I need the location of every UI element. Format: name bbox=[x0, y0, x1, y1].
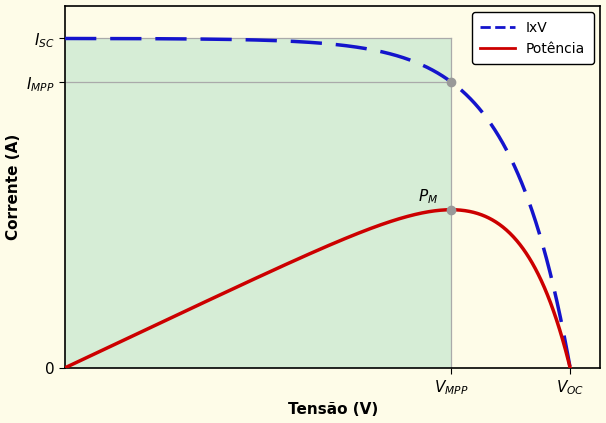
Y-axis label: Corrente (A): Corrente (A) bbox=[5, 134, 21, 240]
Text: $P_M$: $P_M$ bbox=[419, 187, 439, 206]
Line: IxV: IxV bbox=[65, 38, 570, 368]
Potência bbox=[465, 209, 472, 214]
IxV bbox=[113, 36, 120, 41]
Potência bbox=[456, 208, 463, 213]
Potência bbox=[113, 341, 120, 346]
IxV bbox=[464, 94, 471, 99]
Potência bbox=[567, 365, 574, 370]
IxV bbox=[567, 365, 574, 370]
IxV bbox=[284, 38, 291, 44]
Potência bbox=[284, 261, 291, 266]
Line: Potência: Potência bbox=[65, 210, 570, 368]
IxV bbox=[408, 58, 416, 63]
Potência bbox=[448, 207, 455, 212]
Legend: IxV, Potência: IxV, Potência bbox=[471, 13, 593, 64]
Bar bbox=[65, 38, 451, 368]
Potência bbox=[408, 213, 416, 218]
IxV bbox=[265, 38, 273, 43]
IxV bbox=[61, 36, 68, 41]
Potência bbox=[61, 365, 68, 370]
X-axis label: Tensão (V): Tensão (V) bbox=[288, 402, 378, 418]
IxV bbox=[455, 85, 462, 91]
Potência bbox=[265, 269, 273, 275]
